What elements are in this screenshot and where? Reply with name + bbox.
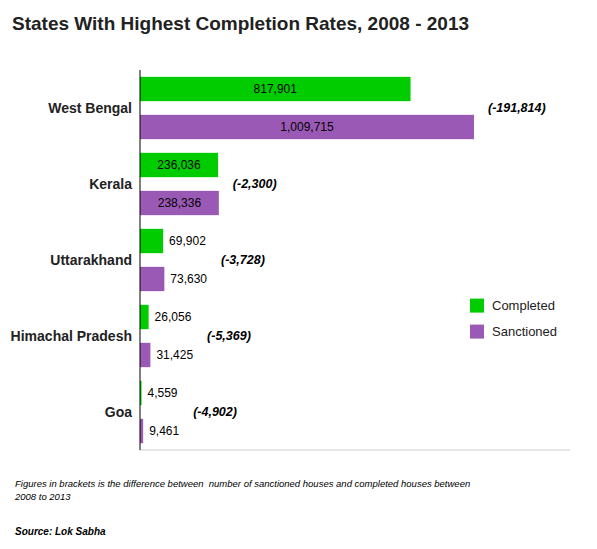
source: Source: Lok Sabha <box>15 526 106 537</box>
bars <box>140 77 474 443</box>
footnote-line: Figures in brackets is the difference be… <box>15 478 470 489</box>
y-axis-line <box>140 70 141 450</box>
difference-label: (-4,902) <box>193 405 237 419</box>
legend-label: Sanctioned <box>492 324 557 339</box>
legend-swatch <box>470 325 484 339</box>
data-label: 73,630 <box>170 272 207 286</box>
y-tick-label: Uttarakhand <box>50 252 132 268</box>
x-axis-line <box>140 450 570 451</box>
data-label: 817,901 <box>254 82 298 96</box>
bar <box>140 115 474 139</box>
data-label: 69,902 <box>169 234 206 248</box>
data-label: 236,036 <box>157 158 201 172</box>
chart: States With Highest Completion Rates, 20… <box>0 0 597 549</box>
page: {"chart_data": {"type": "bar", "orientat… <box>0 0 597 549</box>
data-label: 31,425 <box>156 348 193 362</box>
bar <box>140 77 411 101</box>
bar <box>140 305 149 329</box>
bar <box>140 191 219 215</box>
bar <box>140 267 164 291</box>
difference-label: (-3,728) <box>221 253 265 267</box>
data-label: 26,056 <box>155 310 192 324</box>
y-tick-label: West Bengal <box>48 100 132 116</box>
difference-label: (-2,300) <box>233 177 277 191</box>
bar <box>140 343 150 367</box>
bar <box>140 153 218 177</box>
y-tick-label: Kerala <box>89 176 132 192</box>
difference-label: (-191,814) <box>488 101 546 115</box>
difference-label: (-5,369) <box>207 329 251 343</box>
legend: Completed Sanctioned <box>470 298 557 339</box>
bar <box>140 229 163 253</box>
footnote: Figures in brackets is the difference be… <box>14 478 470 502</box>
footnote-line: 2008 to 2013 <box>14 491 71 502</box>
data-label: 9,461 <box>149 424 179 438</box>
y-tick-label: Himachal Pradesh <box>11 328 132 344</box>
title: States With Highest Completion Rates, 20… <box>12 13 469 34</box>
data-label: 4,559 <box>148 386 178 400</box>
legend-label: Completed <box>492 298 555 313</box>
data-label: 238,336 <box>158 196 202 210</box>
y-tick-label: Goa <box>105 404 132 420</box>
legend-swatch <box>470 299 484 313</box>
data-label: 1,009,715 <box>280 120 334 134</box>
data-labels: 817,901 1,009,715 (-191,814) 236,036 238,336… <box>148 82 546 438</box>
